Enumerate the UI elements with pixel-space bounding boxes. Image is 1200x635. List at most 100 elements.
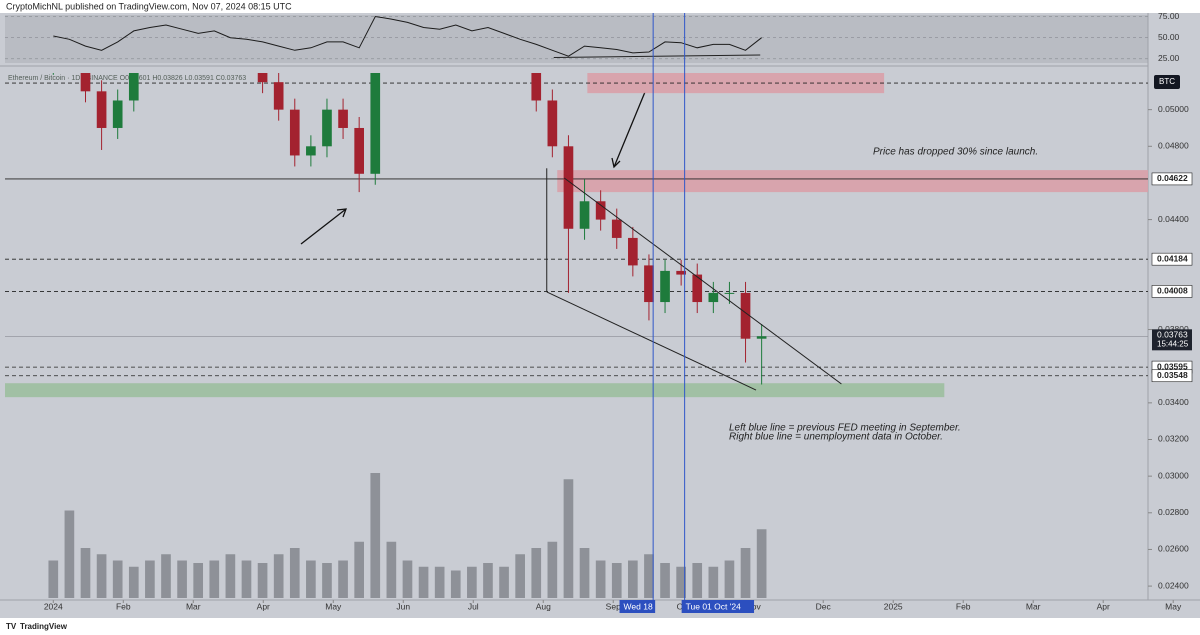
rsi-trendline (553, 54, 761, 59)
candle-body (563, 146, 574, 229)
volume-bar (740, 548, 751, 598)
volume-bar (177, 560, 187, 598)
candle-body (112, 100, 123, 128)
volume-bar (370, 473, 381, 598)
volume-bar (338, 560, 348, 598)
symbol-badge: BTC (1159, 77, 1175, 86)
x-tick-label: May (325, 601, 342, 611)
price-label: 0.04008 (1157, 286, 1188, 296)
candle-body (370, 73, 381, 174)
candle-body (306, 146, 316, 156)
candle-body (354, 127, 364, 174)
volume-bar (112, 560, 123, 598)
x-tick-label: 2024 (44, 601, 63, 611)
y-tick-label: 0.02400 (1158, 580, 1189, 590)
volume-bar (306, 560, 316, 598)
candle-body (644, 265, 654, 303)
event-badge-bg (619, 600, 656, 613)
volume-bar (128, 566, 139, 598)
price-label-bg (1151, 252, 1193, 266)
y-tick-label: 0.03400 (1158, 397, 1189, 407)
volume-bar (96, 554, 107, 598)
zone (557, 170, 1148, 193)
candle-body (338, 109, 348, 128)
candle-body (708, 292, 719, 303)
symbol-badge-bg (1154, 75, 1180, 89)
x-tick-label: May (1165, 601, 1182, 611)
volume-bar (483, 563, 493, 598)
overlay: 0.05000 0.04800 0.04400 0.03800 0.03400 0.032… (44, 11, 1193, 613)
x-tick-label: Feb (956, 601, 971, 611)
event-badge: Wed 18 (624, 601, 653, 611)
volume-bar (273, 554, 284, 598)
volume-bar (257, 563, 268, 598)
candle-body (740, 292, 751, 339)
rsi-plot (5, 15, 1148, 60)
volume-bar (660, 563, 670, 598)
y-tick-label: 0.02800 (1158, 507, 1189, 517)
volume-bar (595, 560, 606, 598)
trendline (563, 177, 842, 385)
volume-bar (289, 548, 300, 598)
candle-body (724, 292, 735, 294)
volume-bar (209, 560, 220, 598)
candle-body (579, 201, 590, 229)
candle-body (531, 73, 542, 101)
candle-body (322, 109, 332, 147)
candle-body (289, 109, 300, 156)
candle-body (692, 274, 703, 303)
y-tick-label: 0.03200 (1158, 434, 1189, 444)
candle-body (676, 270, 686, 275)
price-label-bg (1151, 369, 1193, 383)
candle-body (80, 73, 91, 92)
candle-body (660, 270, 670, 303)
x-tick-label: Jun (396, 601, 410, 611)
volume-bar (450, 570, 461, 598)
candle-body (756, 336, 767, 339)
candle-body (595, 201, 606, 220)
volume-bar (225, 554, 236, 598)
volume-bar (434, 566, 445, 598)
x-tick-label: Dec (816, 601, 832, 611)
volume-bar (563, 479, 574, 598)
volume-bar (611, 563, 622, 598)
candle-body (273, 82, 284, 110)
header-bar (0, 0, 1200, 13)
volume-bar (402, 560, 413, 598)
candle-body (628, 237, 638, 266)
price-label-bg (1151, 285, 1193, 298)
x-tick-label: Mar (186, 601, 201, 611)
candle-body (257, 73, 268, 83)
zone (5, 383, 945, 398)
x-tick-label: Sep (606, 601, 621, 611)
volume-bar (386, 541, 397, 598)
x-tick-label: Apr (1097, 601, 1110, 611)
annotation: Price has dropped 30% since launch. (873, 147, 1038, 158)
y-tick-label: 0.04400 (1158, 214, 1189, 224)
y-tick-label: 0.02600 (1158, 544, 1189, 554)
rsi-tick-label: 25.00 (1158, 53, 1180, 63)
volume-bar (322, 563, 332, 598)
volume-bar (241, 560, 252, 598)
candle-body (611, 219, 622, 238)
price-label-bg (1151, 172, 1193, 186)
last-price-bg (1152, 329, 1192, 351)
volume-bar (467, 566, 477, 598)
candle-body (128, 73, 139, 101)
x-tick-label: Apr (257, 601, 270, 611)
volume-bar (80, 548, 91, 598)
volume-bar (515, 554, 525, 598)
publisher: CryptoMichNL published on TradingView.co… (6, 1, 292, 11)
annotation: Left blue line = previous FED meeting in… (729, 423, 961, 434)
volume-bar (676, 566, 686, 598)
y-tick-label: 0.03000 (1158, 470, 1189, 480)
footer-bar (0, 618, 1200, 635)
volume-bar (354, 541, 364, 598)
volume-bar (161, 554, 171, 598)
volume-bar (193, 563, 204, 598)
event-badge: Tue 01 Oct '24 (686, 601, 741, 611)
price-label: 0.03548 (1157, 370, 1188, 380)
symbol-legend: Ethereum / Bitcoin · 1D · BINANCE O0.036… (8, 75, 246, 82)
